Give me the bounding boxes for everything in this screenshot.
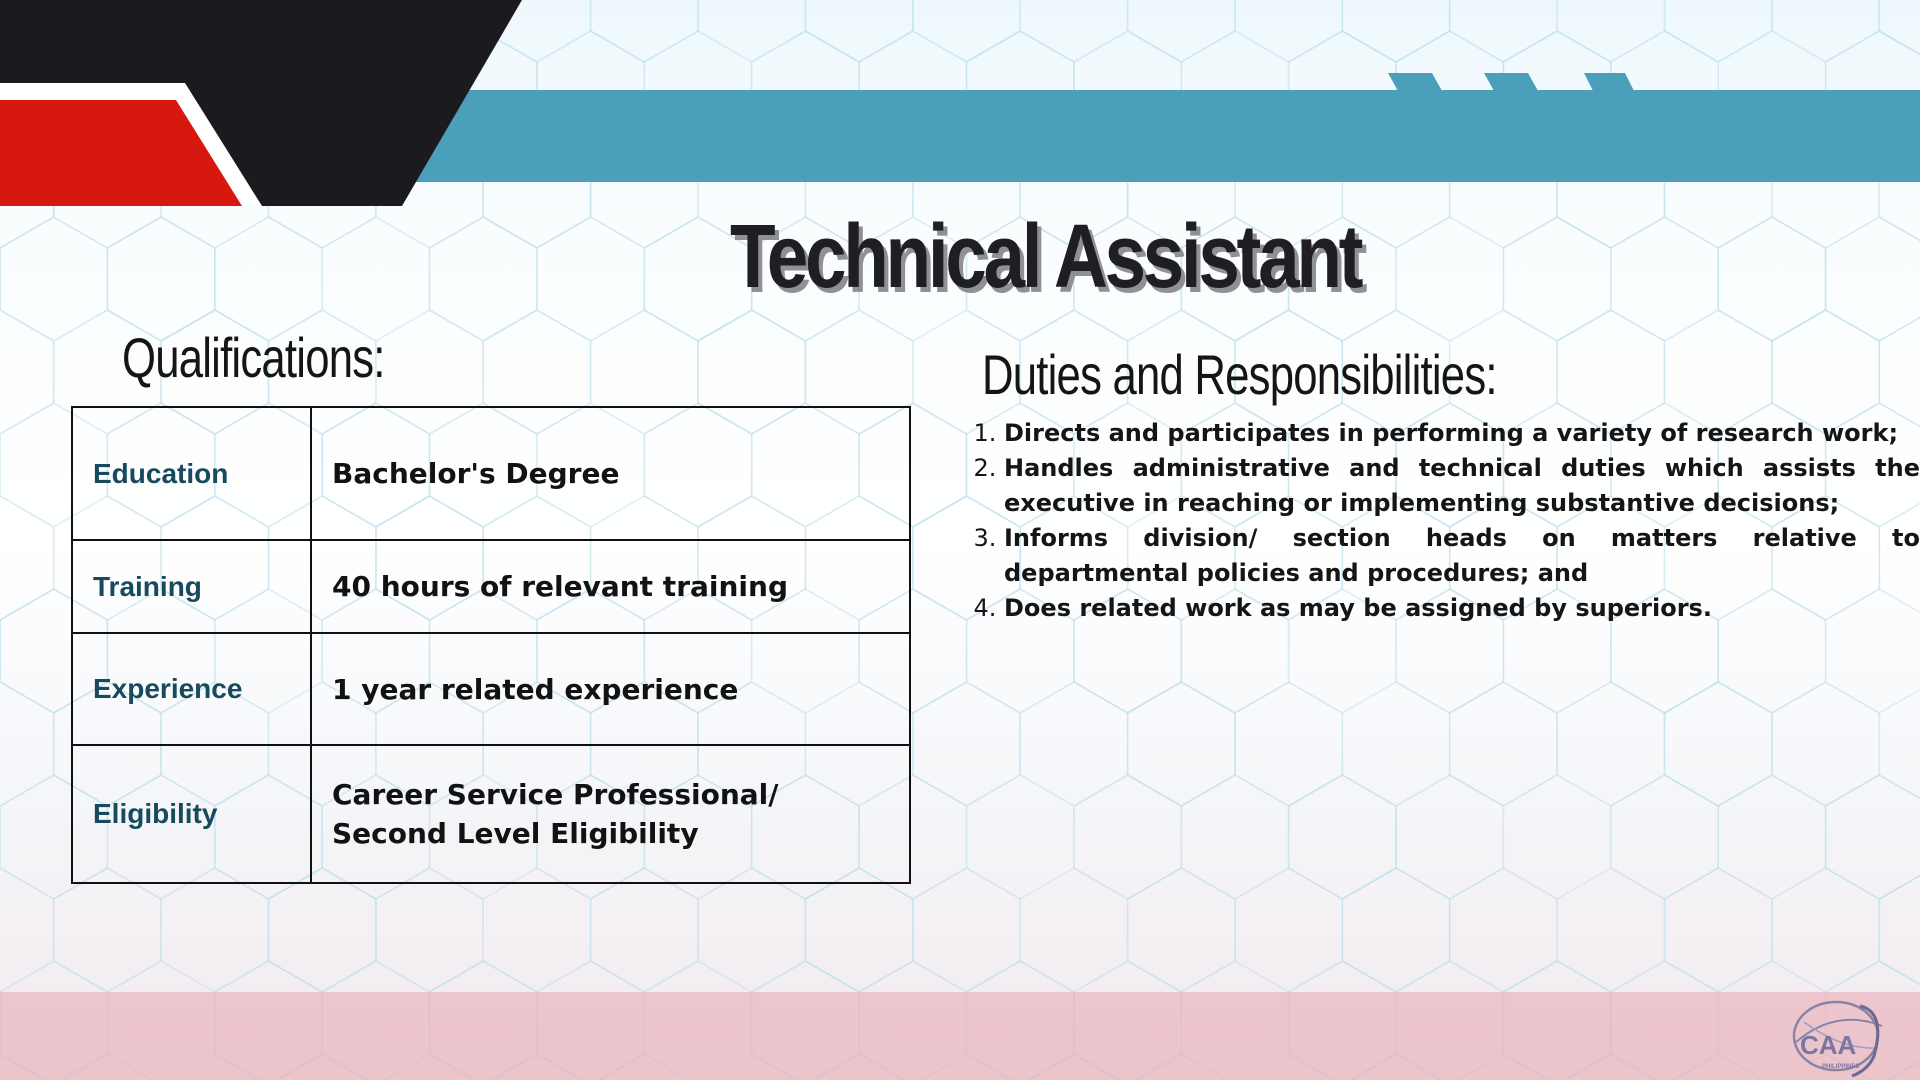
hexagon-shape [1556, 309, 1666, 435]
hexagon-shape [911, 867, 1022, 993]
hexagon-shape [1663, 0, 1773, 63]
hexagon-shape [1717, 774, 1827, 900]
hexagon-shape [589, 0, 699, 63]
hexagon-shape [1019, 681, 1129, 807]
hexagon-shape [1717, 216, 1827, 342]
hexagon-shape [1395, 774, 1505, 900]
qualification-value-experience: 1 year related experience [310, 632, 911, 746]
hexagon-shape [1448, 681, 1558, 807]
hexagon-shape [0, 867, 55, 993]
table-row: Experience 1 year related experience [71, 632, 911, 746]
qualification-value-eligibility: Career Service Professional/ Second Leve… [310, 744, 911, 884]
qualification-label-education: Education [71, 406, 312, 541]
hexagon-shape [1878, 502, 1920, 614]
red-band [0, 100, 242, 206]
hexagon-shape [52, 867, 162, 993]
hexagon-shape [375, 867, 485, 993]
hexagon-shape [1556, 681, 1666, 807]
blue-stripe-3 [1584, 73, 1680, 182]
hexagon-shape [1824, 588, 1920, 714]
caa-logo: CAA PHILIPPINES [1792, 1000, 1883, 1078]
hexagon-shape [1663, 867, 1773, 993]
qualifications-heading: Qualifications: [122, 326, 385, 389]
hexagon-shape [1663, 681, 1773, 807]
qualification-value-education: Bachelor's Degree [310, 406, 911, 541]
table-row: Education Bachelor's Degree [71, 406, 911, 541]
hexagon-shape [1019, 309, 1129, 435]
hexagon-shape [1771, 681, 1881, 807]
blue-band [410, 90, 1920, 182]
qualification-label-experience: Experience [71, 632, 312, 746]
table-row: Training 40 hours of relevant training [71, 539, 911, 634]
hexagon-shape [1234, 681, 1344, 807]
duty-item: Handles administrative and technical dut… [1004, 451, 1920, 521]
hexagon-shape [1234, 867, 1344, 993]
hexagon-shape [1341, 681, 1451, 807]
logo-subtext: PHILIPPINES [1822, 1064, 1859, 1070]
hexagon-shape [911, 681, 1022, 807]
hexagon-shape [1448, 867, 1558, 993]
hexagon-shape [1019, 867, 1129, 993]
table-row: Eligibility Career Service Professional/… [71, 744, 911, 884]
hexagon-shape [1234, 495, 1344, 621]
hexagon-shape [965, 774, 1075, 900]
hexagon-shape [1287, 774, 1397, 900]
qualification-label-eligibility: Eligibility [71, 744, 312, 884]
hexagon-shape [589, 867, 699, 993]
hexagon-shape [482, 309, 592, 435]
logo-orbit [1795, 1018, 1883, 1043]
hexagon-shape [0, 681, 55, 807]
blue-stripe-2 [1484, 73, 1589, 182]
hexagon-shape [482, 867, 592, 993]
blue-stripe-1 [1388, 73, 1493, 182]
hexagon-shape [1878, 130, 1920, 242]
hexagon-shape [267, 867, 377, 993]
logo-swoosh [1851, 1004, 1880, 1078]
hexagon-shape [0, 123, 55, 249]
hexagon-shape [1610, 774, 1719, 900]
hexagon-shape [160, 867, 270, 993]
hexagon-shape [0, 309, 55, 435]
hexagon-shape [1610, 216, 1719, 342]
hexagon-shape [697, 867, 807, 993]
bottom-band [0, 992, 1920, 1080]
duty-item: Informs division/ section heads on matte… [1004, 521, 1920, 591]
hexagon-shape [804, 867, 914, 993]
hexagon-shape [1126, 0, 1236, 63]
hexagon-shape [1073, 774, 1183, 900]
hexagon-shape [1180, 774, 1290, 900]
hexagon-shape [1395, 216, 1505, 342]
hexagon-shape [1771, 495, 1881, 621]
hexagon-shape [1502, 216, 1612, 342]
duties-heading: Duties and Responsibilities: [982, 343, 1498, 406]
duty-item: Directs and participates in performing a… [1004, 416, 1920, 451]
hexagon-shape [1341, 867, 1451, 993]
hexagon-shape [428, 216, 538, 342]
logo-orbit-2 [1803, 1021, 1879, 1049]
header-decoration [0, 0, 1920, 206]
page-title: Technical Assistant [730, 207, 1364, 307]
qualification-value-training: 40 hours of relevant training [310, 539, 911, 634]
hexagon-shape [1824, 216, 1920, 342]
hexagon-shape [1126, 867, 1236, 993]
hexagon-shape [0, 495, 55, 621]
logo-text: CAA [1800, 1030, 1857, 1060]
hexagon-shape [1771, 867, 1881, 993]
hexagon-shape [0, 216, 109, 342]
hexagon-shape [214, 216, 324, 342]
hexagon-shape [106, 216, 216, 342]
hexagon-shape [1502, 774, 1612, 900]
qualification-label-training: Training [71, 539, 312, 634]
hexagon-shape [536, 216, 646, 342]
hexagon-shape [1878, 316, 1920, 428]
duties-list: Directs and participates in performing a… [975, 416, 1920, 626]
qualifications-table: Education Bachelor's Degree Training 40 … [71, 406, 911, 884]
hexagon-shape [1556, 867, 1666, 993]
hexagon-shape [1126, 681, 1236, 807]
hexagon-shape [1824, 774, 1920, 900]
duty-item: Does related work as may be assigned by … [1004, 591, 1920, 626]
hexagon-shape [321, 216, 431, 342]
